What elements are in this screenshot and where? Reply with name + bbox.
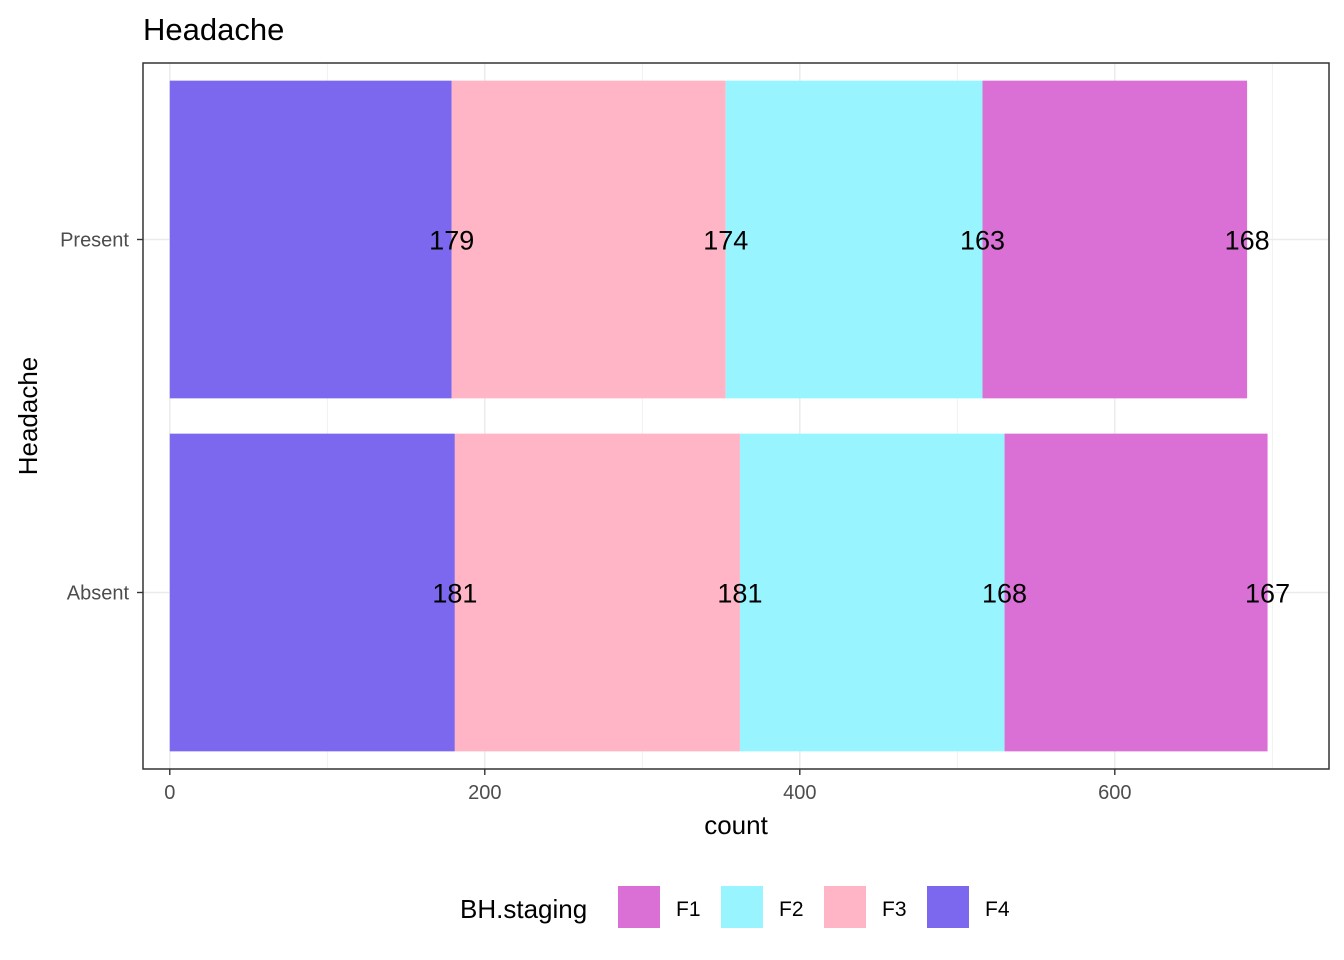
y-tick-label: Present (60, 230, 129, 252)
bar-absent-f4 (169, 433, 455, 752)
legend-key-f2 (721, 886, 763, 928)
data-label-absent-f1: 167 (1245, 579, 1290, 609)
bar-present-f4 (169, 80, 452, 399)
bar-absent-f3 (454, 433, 740, 752)
legend-key-f3 (824, 886, 866, 928)
y-axis: Absent Present (60, 230, 143, 605)
data-label-absent-f2: 168 (982, 579, 1027, 609)
bar-absent-f2 (739, 433, 1005, 752)
legend-key-f4 (927, 886, 969, 928)
data-label-present-f3: 174 (703, 226, 748, 256)
data-label-absent-f3: 181 (717, 579, 762, 609)
x-tick-label: 200 (468, 782, 501, 804)
data-label-present-f1: 168 (1225, 226, 1270, 256)
x-tick-label: 0 (164, 782, 175, 804)
bar-absent-f1 (1004, 433, 1268, 752)
legend-label-f4: F4 (985, 898, 1010, 921)
x-axis: 0 200 400 600 (164, 769, 1131, 804)
x-tick-label: 400 (783, 782, 816, 804)
legend-title: BH.staging (460, 894, 587, 924)
data-labels: 181 181 168 167 179 174 163 168 (429, 226, 1290, 609)
plot-border (142, 62, 1330, 770)
bar-present-f1 (982, 80, 1248, 399)
data-label-present-f4: 179 (429, 226, 474, 256)
data-label-present-f2: 163 (960, 226, 1005, 256)
bars (169, 80, 1268, 752)
data-label-absent-f4: 181 (432, 579, 477, 609)
y-tick-label: Absent (67, 583, 130, 605)
x-axis-title: count (704, 810, 768, 840)
y-axis-title: Headache (13, 357, 43, 476)
legend-label-f2: F2 (779, 898, 804, 921)
legend-label-f1: F1 (676, 898, 701, 921)
bar-present-f2 (725, 80, 983, 399)
legend-label-f3: F3 (882, 898, 907, 921)
x-tick-label: 600 (1098, 782, 1131, 804)
bar-present-f3 (451, 80, 726, 399)
legend-key-f1 (618, 886, 660, 928)
chart-title: Headache (143, 12, 284, 47)
legend: BH.staging F1 F2 F3 F4 (460, 886, 1010, 928)
